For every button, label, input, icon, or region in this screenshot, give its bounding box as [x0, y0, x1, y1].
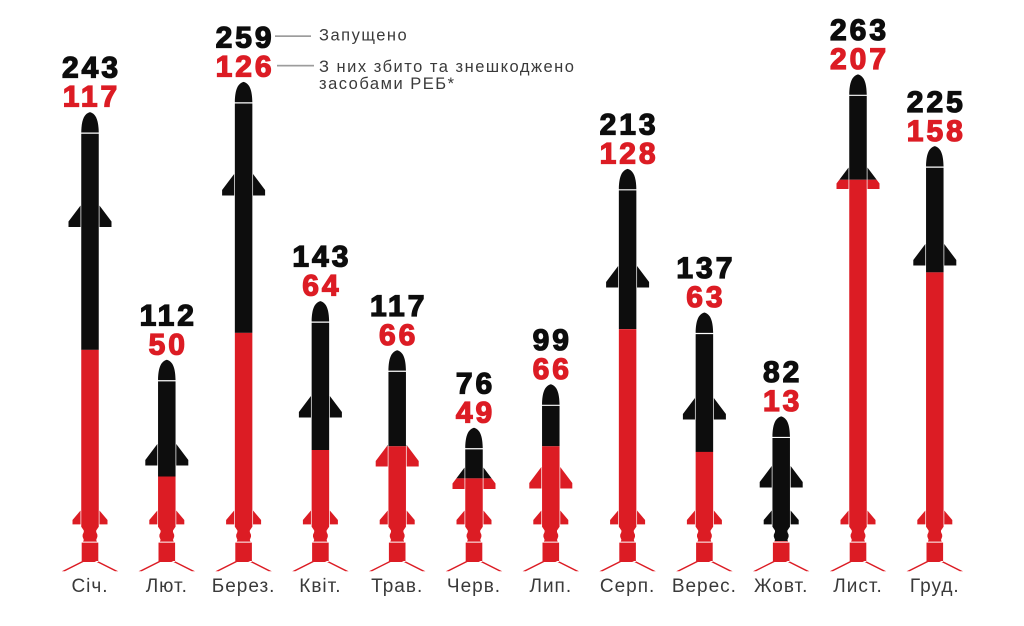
svg-text:263: 263 [830, 14, 889, 47]
svg-text:126: 126 [216, 51, 275, 84]
svg-text:Груд.: Груд. [910, 576, 960, 597]
svg-text:82: 82 [763, 356, 802, 389]
svg-text:243: 243 [62, 52, 121, 85]
svg-text:50: 50 [149, 328, 188, 361]
svg-text:Трав.: Трав. [371, 576, 423, 597]
svg-text:213: 213 [600, 108, 659, 141]
svg-text:Запущено: Запущено [319, 27, 408, 45]
svg-text:64: 64 [302, 270, 341, 303]
svg-text:Лип.: Лип. [529, 576, 572, 597]
svg-text:Лют.: Лют. [146, 576, 188, 597]
svg-text:Січ.: Січ. [71, 576, 108, 597]
svg-text:137: 137 [676, 252, 735, 285]
svg-text:117: 117 [370, 290, 427, 323]
svg-text:Черв.: Черв. [447, 576, 501, 597]
svg-text:76: 76 [456, 367, 495, 400]
svg-text:засобами РЕБ*: засобами РЕБ* [319, 75, 456, 93]
svg-text:З них збито та знешкоджено: З них збито та знешкоджено [319, 58, 575, 76]
svg-text:66: 66 [379, 319, 418, 352]
svg-text:66: 66 [533, 353, 572, 386]
svg-text:Лист.: Лист. [833, 576, 882, 597]
svg-text:112: 112 [140, 299, 197, 332]
svg-text:Квіт.: Квіт. [299, 576, 341, 597]
svg-text:49: 49 [456, 396, 495, 429]
svg-text:158: 158 [907, 115, 966, 148]
svg-text:Берез.: Берез. [212, 576, 276, 597]
svg-text:Жовт.: Жовт. [754, 576, 808, 597]
svg-text:Серп.: Серп. [600, 576, 655, 597]
svg-text:Верес.: Верес. [672, 576, 737, 597]
svg-text:225: 225 [907, 86, 966, 119]
svg-text:13: 13 [763, 385, 802, 418]
svg-text:63: 63 [686, 281, 725, 314]
svg-text:259: 259 [216, 22, 275, 55]
svg-text:207: 207 [830, 43, 889, 76]
svg-text:117: 117 [63, 81, 120, 114]
svg-text:143: 143 [292, 241, 351, 274]
svg-text:99: 99 [533, 324, 572, 357]
svg-text:128: 128 [600, 137, 659, 170]
